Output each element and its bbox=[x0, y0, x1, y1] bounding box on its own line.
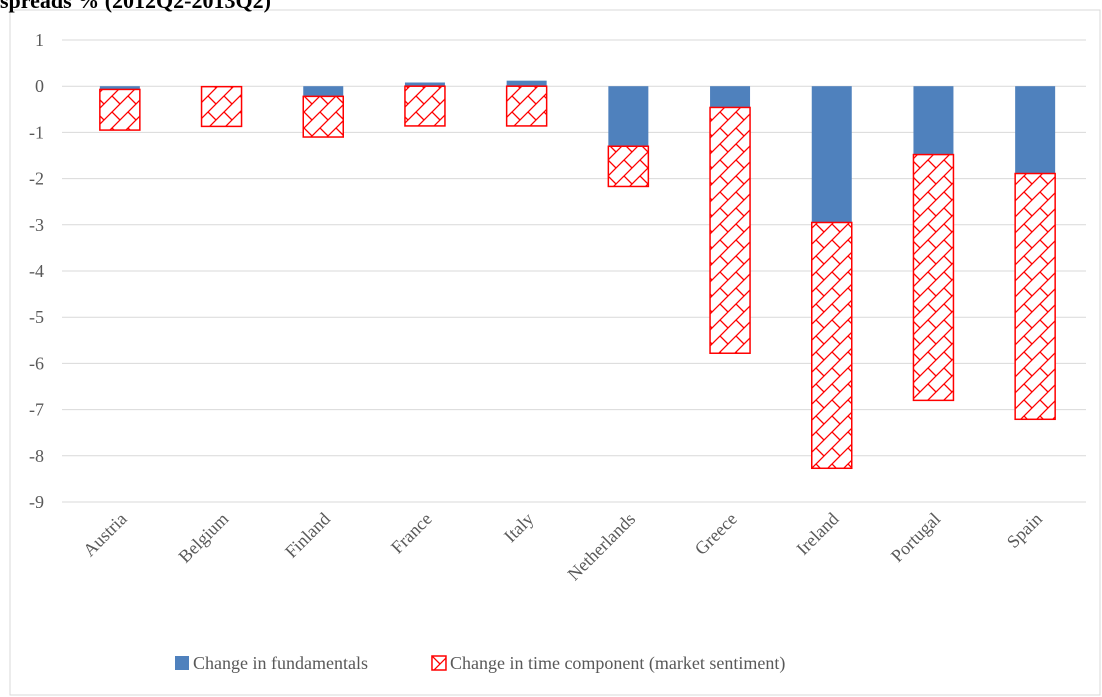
x-tick-label: Portugal bbox=[887, 509, 944, 566]
bar bbox=[1015, 86, 1056, 174]
bar bbox=[506, 80, 547, 87]
bar bbox=[302, 95, 344, 138]
chart-title: spreads % (2012Q2-2013Q2) bbox=[0, 0, 271, 13]
y-tick-label: -7 bbox=[29, 400, 44, 420]
y-tick-label: -9 bbox=[29, 492, 44, 512]
bar bbox=[505, 85, 548, 127]
y-tick-label: 0 bbox=[35, 76, 44, 96]
bar bbox=[200, 85, 243, 128]
x-tick-label: Spain bbox=[1003, 509, 1046, 552]
legend-item: Change in time component (market sentime… bbox=[431, 653, 785, 674]
chart-frame bbox=[9, 9, 1101, 696]
y-tick-label: -6 bbox=[29, 353, 44, 373]
x-tick-label: Greece bbox=[691, 509, 741, 559]
y-tick-label: 1 bbox=[35, 30, 44, 50]
bar bbox=[913, 86, 954, 155]
bar bbox=[709, 106, 751, 354]
x-tick-label: Netherlands bbox=[564, 509, 640, 585]
legend-item: Change in fundamentals bbox=[175, 653, 368, 673]
x-tick-label: France bbox=[387, 509, 436, 558]
bar bbox=[811, 221, 853, 470]
x-tick-label: Finland bbox=[281, 509, 334, 562]
y-tick-label: -4 bbox=[29, 261, 44, 281]
bar bbox=[99, 86, 140, 90]
y-tick-label: -2 bbox=[29, 169, 44, 189]
y-tick-label: -1 bbox=[29, 122, 44, 142]
bar bbox=[811, 86, 852, 223]
x-tick-label: Ireland bbox=[792, 509, 842, 559]
y-tick-label: -8 bbox=[29, 446, 44, 466]
bar bbox=[607, 145, 650, 188]
legend-swatch bbox=[175, 656, 189, 670]
legend-swatch bbox=[431, 655, 447, 671]
bar bbox=[608, 86, 649, 147]
y-tick-label: -5 bbox=[29, 307, 44, 327]
legend-label: Change in time component (market sentime… bbox=[450, 653, 785, 674]
legend-label: Change in fundamentals bbox=[193, 653, 368, 673]
bar bbox=[303, 86, 344, 97]
y-tick-label: -3 bbox=[29, 215, 44, 235]
bar bbox=[1014, 172, 1056, 421]
x-tick-label: Italy bbox=[500, 509, 537, 546]
bar bbox=[99, 88, 141, 131]
bar bbox=[404, 85, 446, 127]
x-tick-label: Belgium bbox=[174, 509, 232, 567]
bar bbox=[404, 82, 445, 87]
x-tick-label: Austria bbox=[79, 509, 131, 561]
bar bbox=[710, 86, 751, 108]
bar bbox=[912, 153, 955, 402]
